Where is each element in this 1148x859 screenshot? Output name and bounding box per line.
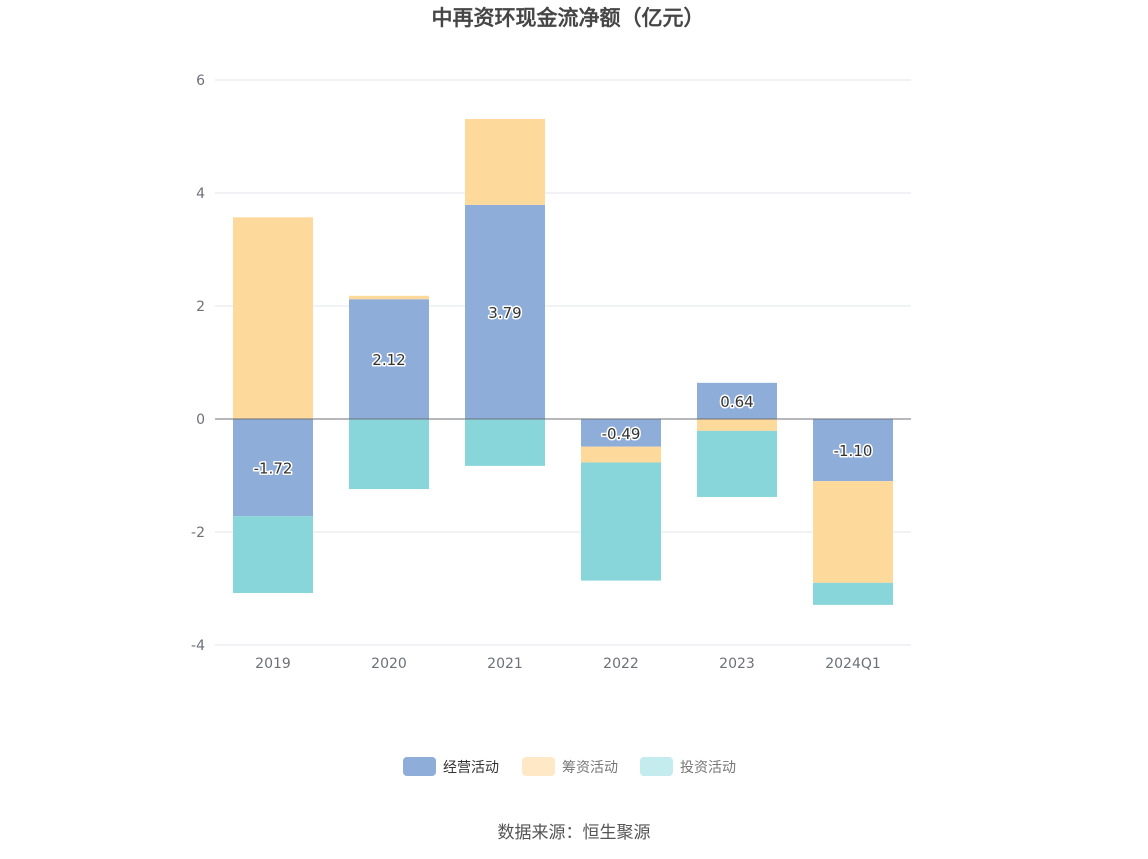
legend-item[interactable]: 投资活动 bbox=[640, 757, 736, 776]
bar-segment bbox=[581, 446, 661, 463]
legend-label: 经营活动 bbox=[443, 760, 499, 776]
y-tick-label: 4 bbox=[196, 186, 205, 202]
bar-segment bbox=[233, 516, 313, 594]
y-tick-label: -4 bbox=[191, 638, 205, 654]
y-tick-label: 2 bbox=[196, 299, 205, 315]
data-label: -1.10 bbox=[834, 442, 873, 460]
legend-item[interactable]: 筹资活动 bbox=[522, 757, 618, 776]
data-label: 2.12 bbox=[372, 351, 405, 369]
data-label: 3.79 bbox=[488, 304, 521, 322]
x-tick-label: 2019 bbox=[255, 656, 291, 672]
x-tick-label: 2021 bbox=[487, 656, 523, 672]
bar-segment bbox=[813, 481, 893, 583]
x-tick-label: 2020 bbox=[371, 656, 407, 672]
source-note: 数据来源：恒生聚源 bbox=[498, 823, 651, 843]
bar-segment bbox=[349, 419, 429, 490]
bar-segment bbox=[465, 118, 545, 205]
data-label: -0.49 bbox=[602, 425, 641, 443]
data-label: -1.72 bbox=[254, 460, 293, 478]
chart-title: 中再资环现金流净额（亿元） bbox=[432, 6, 705, 30]
bar-segment bbox=[813, 419, 893, 482]
bar-segment bbox=[349, 295, 429, 300]
legend-item[interactable]: 经营活动 bbox=[403, 757, 499, 776]
bar-segment bbox=[581, 419, 661, 447]
bar-segment bbox=[697, 419, 777, 431]
legend-swatch bbox=[522, 757, 555, 776]
bars bbox=[233, 118, 893, 605]
legend-swatch bbox=[640, 757, 673, 776]
y-tick-label: -2 bbox=[191, 525, 205, 541]
grid-lines bbox=[215, 79, 911, 646]
x-axis-tick-labels: 2019 2020 2021 2022 2023 2024Q1 bbox=[255, 656, 881, 672]
legend: 经营活动 筹资活动 投资活动 bbox=[403, 757, 736, 776]
bar-segment bbox=[581, 462, 661, 581]
legend-swatch bbox=[403, 757, 436, 776]
bar-segment bbox=[465, 204, 545, 419]
data-label: 0.64 bbox=[720, 393, 753, 411]
bar-segment bbox=[697, 430, 777, 497]
bar-segment bbox=[349, 299, 429, 419]
x-tick-label: 2022 bbox=[603, 656, 639, 672]
data-labels: -1.72 2.12 3.79 -0.49 0.64 -1.10 bbox=[252, 302, 874, 479]
bar-segment bbox=[465, 419, 545, 466]
y-axis-tick-labels: 6 4 2 0 -2 -4 bbox=[191, 73, 205, 654]
y-tick-label: 6 bbox=[196, 73, 205, 89]
x-tick-label: 2024Q1 bbox=[825, 656, 881, 672]
y-tick-label: 0 bbox=[196, 412, 205, 428]
legend-label: 筹资活动 bbox=[562, 759, 618, 776]
x-tick-label: 2023 bbox=[719, 656, 755, 672]
bar-segment bbox=[813, 582, 893, 605]
bar-segment bbox=[233, 217, 313, 419]
bar-segment bbox=[697, 382, 777, 419]
bar-segment bbox=[233, 419, 313, 517]
legend-label: 投资活动 bbox=[680, 760, 736, 776]
